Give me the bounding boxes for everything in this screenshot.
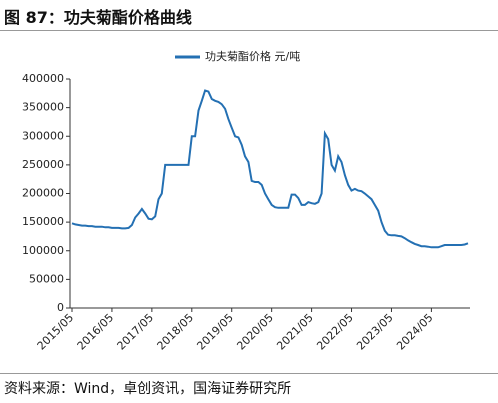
x-tick-label: 2017/05 [115,311,157,353]
legend-label: 功夫菊酯价格 元/吨 [205,49,300,63]
rule [0,30,498,31]
chart: 0 50000 100000 150000 200000 250000 300000 3500… [22,49,470,353]
x-tick-label: 2016/05 [75,311,117,353]
x-tick-label: 2022/05 [314,311,356,353]
price-line [71,89,469,249]
y-tick-label: 0 [57,301,64,314]
y-tick-label: 50000 [29,272,64,285]
x-tick-label: 2020/05 [234,311,276,353]
y-tick-label: 400000 [22,72,64,85]
y-tick-label: 250000 [22,158,64,171]
y-tick-label: 350000 [22,101,64,114]
y-tick-label: 200000 [22,187,64,200]
y-tick-label: 100000 [22,244,64,257]
x-tick-label: 2024/05 [394,311,436,353]
y-tick-label: 300000 [22,129,64,142]
x-tick-label: 2019/05 [194,311,236,353]
source: 资料来源：Wind，卓创资讯，国海证券研究所 [4,381,292,397]
y-tick-label: 150000 [22,215,64,228]
title: 图 87：功夫菊酯价格曲线 [4,8,192,27]
x-tick-label: 2018/05 [155,311,197,353]
rule [0,373,498,374]
x-tick-label: 2023/05 [354,311,396,353]
x-tick-label: 2021/05 [274,311,316,353]
x-tick-label: 2015/05 [35,311,77,353]
